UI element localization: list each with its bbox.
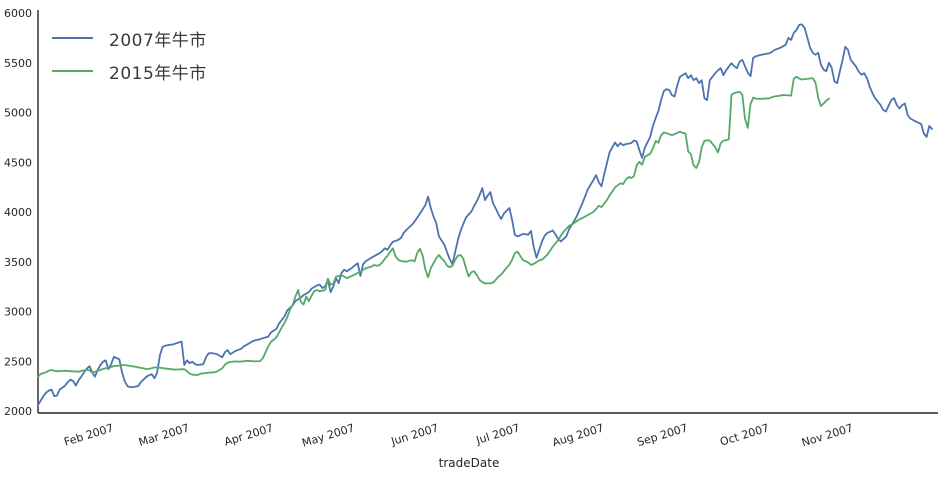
x-tick-label: Apr 2007	[223, 421, 275, 448]
series-line-2007	[37, 23, 933, 406]
x-tick-label: Jul 2007	[474, 421, 522, 447]
y-tick-label: 4500	[4, 156, 32, 169]
y-tick-label: 4000	[4, 206, 32, 219]
y-tick-label: 3000	[4, 306, 32, 319]
y-axis-tick-labels: 2000 2500 3000 3500 4000 4500 5000 5500 6000	[4, 7, 32, 418]
y-tick-label: 2500	[4, 355, 32, 368]
x-axis-title: tradeDate	[438, 456, 500, 470]
series-line-2015	[37, 75, 830, 378]
legend: 2007年牛市 2015年牛市	[52, 26, 207, 84]
x-tick-label: Mar 2007	[137, 421, 191, 449]
x-tick-label: Feb 2007	[62, 421, 115, 448]
legend-label: 2007年牛市	[109, 30, 207, 51]
legend-item-2015: 2015年牛市	[52, 59, 207, 84]
y-tick-label: 3500	[4, 256, 32, 269]
axis-spines	[37, 10, 938, 414]
x-tick-label: Jun 2007	[389, 421, 440, 448]
x-tick-label: Aug 2007	[551, 421, 605, 449]
legend-line-swatch	[52, 70, 93, 72]
y-tick-label: 2000	[4, 405, 32, 418]
data-series-lines	[37, 23, 933, 406]
y-tick-label: 5000	[4, 107, 32, 120]
y-tick-label: 5500	[4, 57, 32, 70]
legend-line-swatch	[52, 37, 93, 39]
legend-label: 2015年牛市	[109, 63, 207, 84]
legend-item-2007: 2007年牛市	[52, 26, 207, 51]
x-tick-label: Oct 2007	[718, 421, 770, 448]
x-tick-label: Nov 2007	[800, 421, 854, 449]
x-tick-label: May 2007	[300, 421, 356, 449]
x-tick-label: Sep 2007	[636, 421, 690, 449]
x-axis-tick-labels: Feb 2007 Mar 2007 Apr 2007 May 2007 Jun 2007…	[62, 421, 854, 449]
y-tick-label: 6000	[4, 7, 32, 20]
